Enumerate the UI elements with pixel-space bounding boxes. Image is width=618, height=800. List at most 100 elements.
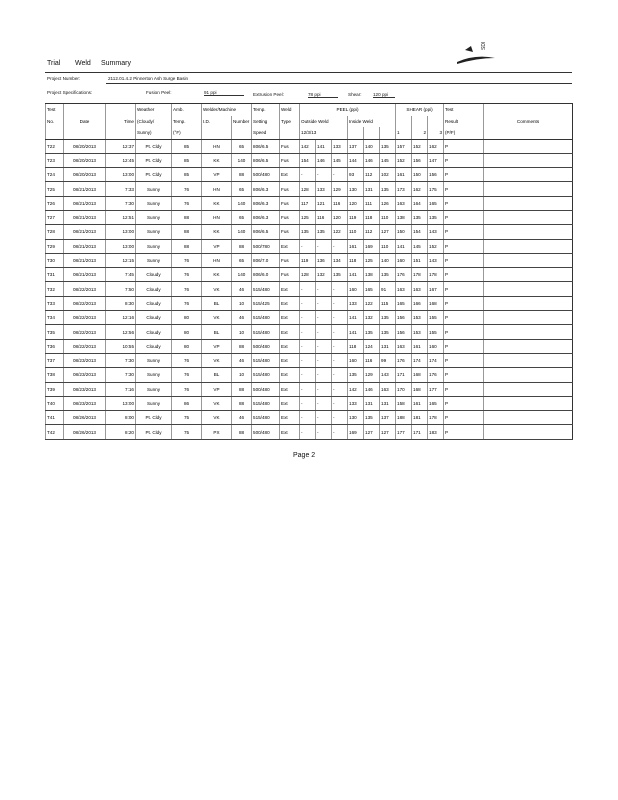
cell: Ext — [279, 367, 300, 383]
cell: 135 — [315, 224, 332, 240]
cell: 153 — [411, 310, 428, 326]
cell: 110 — [379, 210, 396, 226]
cell: Ext — [279, 324, 300, 340]
cell: 102 — [379, 167, 396, 183]
cell: - — [315, 296, 332, 312]
cell: 111 — [363, 196, 380, 211]
cell — [483, 353, 573, 369]
cell: 170 — [395, 382, 412, 397]
cell: 147 — [427, 153, 444, 169]
cell: T24 — [45, 167, 64, 183]
th: Amb. — [171, 103, 202, 116]
cell: 141 — [347, 310, 364, 326]
cell: - — [315, 382, 332, 397]
cell: 500/480 — [251, 339, 280, 354]
cell: 130 — [347, 410, 364, 426]
cell: 145 — [411, 239, 428, 254]
cell: 141 — [347, 267, 364, 283]
cell: 12:45 — [105, 153, 136, 169]
cell: Ext — [279, 424, 300, 440]
th: (Cloudy/ — [135, 115, 172, 127]
cell — [483, 167, 573, 183]
cell: 143 — [427, 253, 444, 269]
cell: 126 — [379, 196, 396, 211]
cell: - — [331, 324, 348, 340]
cell: 806/6.5 — [251, 224, 280, 240]
cell: 176 — [427, 367, 444, 383]
cell: Ext — [279, 310, 300, 326]
cell: 160 — [347, 353, 364, 369]
cell: 135 — [411, 210, 428, 226]
th: 3 — [427, 127, 444, 140]
cell: T25 — [45, 181, 64, 197]
cell: Sunny — [135, 210, 172, 226]
cell: T26 — [45, 196, 64, 211]
cell: 08/21/2013 — [63, 210, 106, 226]
cell: 110 — [379, 239, 396, 254]
cell: 08/22/2013 — [63, 324, 106, 340]
table-row: T28 08/21/2013 13:00 Sunny 88 KK 140 806/6.5 Fus… — [45, 224, 573, 240]
th: No. — [45, 115, 64, 127]
cell: 135 — [379, 324, 396, 340]
cell: 806/6.5 — [251, 153, 280, 169]
cell — [483, 281, 573, 297]
cell: 135 — [299, 224, 316, 240]
page-number: Page 2 — [293, 452, 316, 459]
cell: 135 — [363, 324, 380, 340]
cell: 131 — [379, 396, 396, 412]
cell: T28 — [45, 224, 64, 240]
cell: P — [443, 281, 484, 297]
cell: 116 — [331, 196, 348, 211]
cell: 128 — [299, 267, 316, 283]
cell — [483, 410, 573, 426]
cell: 169 — [347, 424, 364, 440]
cell: 7:16 — [105, 382, 136, 397]
cell: - — [315, 167, 332, 183]
cell: 76 — [171, 382, 202, 397]
cell: 162 — [427, 139, 444, 154]
table-row: T22 08/20/2013 12:37 Pt. Cldy 85 HN 65 806/6.5 F… — [45, 139, 573, 154]
cell — [483, 339, 573, 354]
cell: 136 — [315, 253, 332, 269]
cell: T36 — [45, 339, 64, 354]
cell: Fus — [279, 224, 300, 240]
cell: Sunny — [135, 353, 172, 369]
cell: 164 — [411, 196, 428, 211]
cell: 99 — [379, 353, 396, 369]
cell: 500/480 — [251, 424, 280, 440]
th: 2 — [411, 127, 428, 140]
cell: - — [331, 396, 348, 412]
cell: - — [315, 424, 332, 440]
cell: 120 — [347, 196, 364, 211]
cell: Sunny — [135, 396, 172, 412]
cell: 120 — [331, 210, 348, 226]
cell: 75 — [171, 424, 202, 440]
cell: 176 — [395, 267, 412, 283]
cell: P — [443, 167, 484, 183]
cell: VK — [201, 410, 232, 426]
cell: - — [331, 353, 348, 369]
cell: 500/480 — [251, 167, 280, 183]
cell: 08/22/2013 — [63, 339, 106, 354]
cell: 146 — [363, 153, 380, 169]
cell: 500/480 — [251, 382, 280, 397]
table-row: T41 08/26/2013 8:00 Pt. Cldy 75 VK 46 515/480 Ex… — [45, 410, 573, 426]
cell — [483, 181, 573, 197]
cell: 10 — [230, 296, 252, 312]
cell: 88 — [230, 167, 252, 183]
cell: Pt. Cldy — [135, 139, 172, 154]
th: I.D. — [201, 115, 232, 127]
cell: P — [443, 353, 484, 369]
cell: 515/480 — [251, 310, 280, 326]
cell: KK — [201, 153, 232, 169]
cell: 176 — [395, 353, 412, 369]
cell: 173 — [395, 181, 412, 197]
cell: 142 — [299, 139, 316, 154]
cell: 13:00 — [105, 396, 136, 412]
cell: P — [443, 424, 484, 440]
label: Project Specifications: — [47, 90, 93, 95]
cell: 7:30 — [105, 196, 136, 211]
cell: 150 — [411, 167, 428, 183]
cell: 178 — [427, 410, 444, 426]
cell: P — [443, 139, 484, 154]
